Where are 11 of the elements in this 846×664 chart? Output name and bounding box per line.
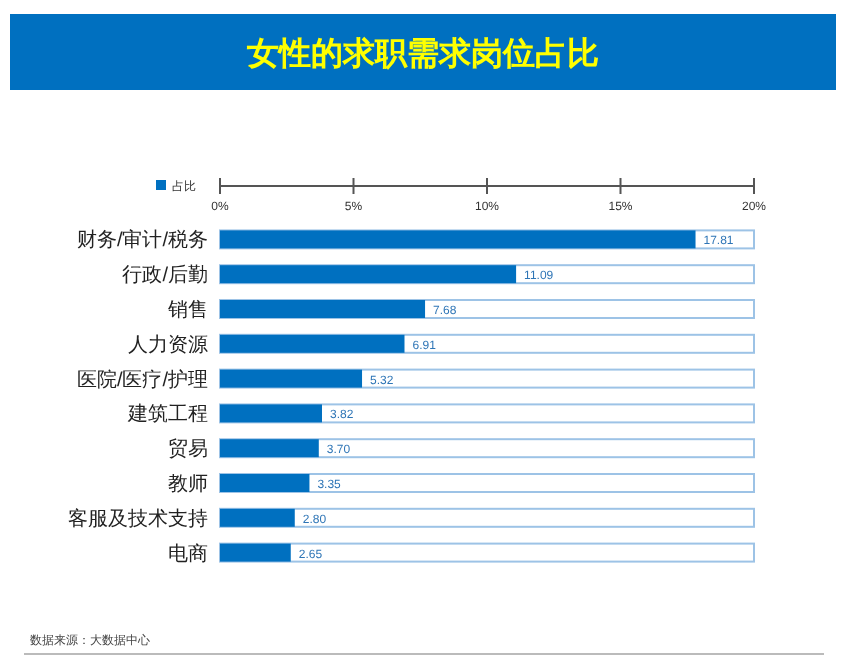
y-tick-label: 行政/后勤 [122,263,208,288]
y-tick-label: 建筑工程 [126,402,208,427]
y-tick-label: 人力资源 [128,332,208,357]
chart-title: 女性的求职需求岗位占比 [245,36,599,72]
y-tick-label: 贸易 [168,437,208,462]
y-tick-label: 财务/审计/税务 [76,228,208,253]
y-tick-label: 销售 [166,298,208,322]
y-tick-label: 教师 [168,474,208,496]
y-tick-label: 电商 [168,541,208,566]
y-tick-label: 医院/医疗/护理 [76,367,208,392]
y-tick-label: 客服及技术支持 [68,506,208,531]
